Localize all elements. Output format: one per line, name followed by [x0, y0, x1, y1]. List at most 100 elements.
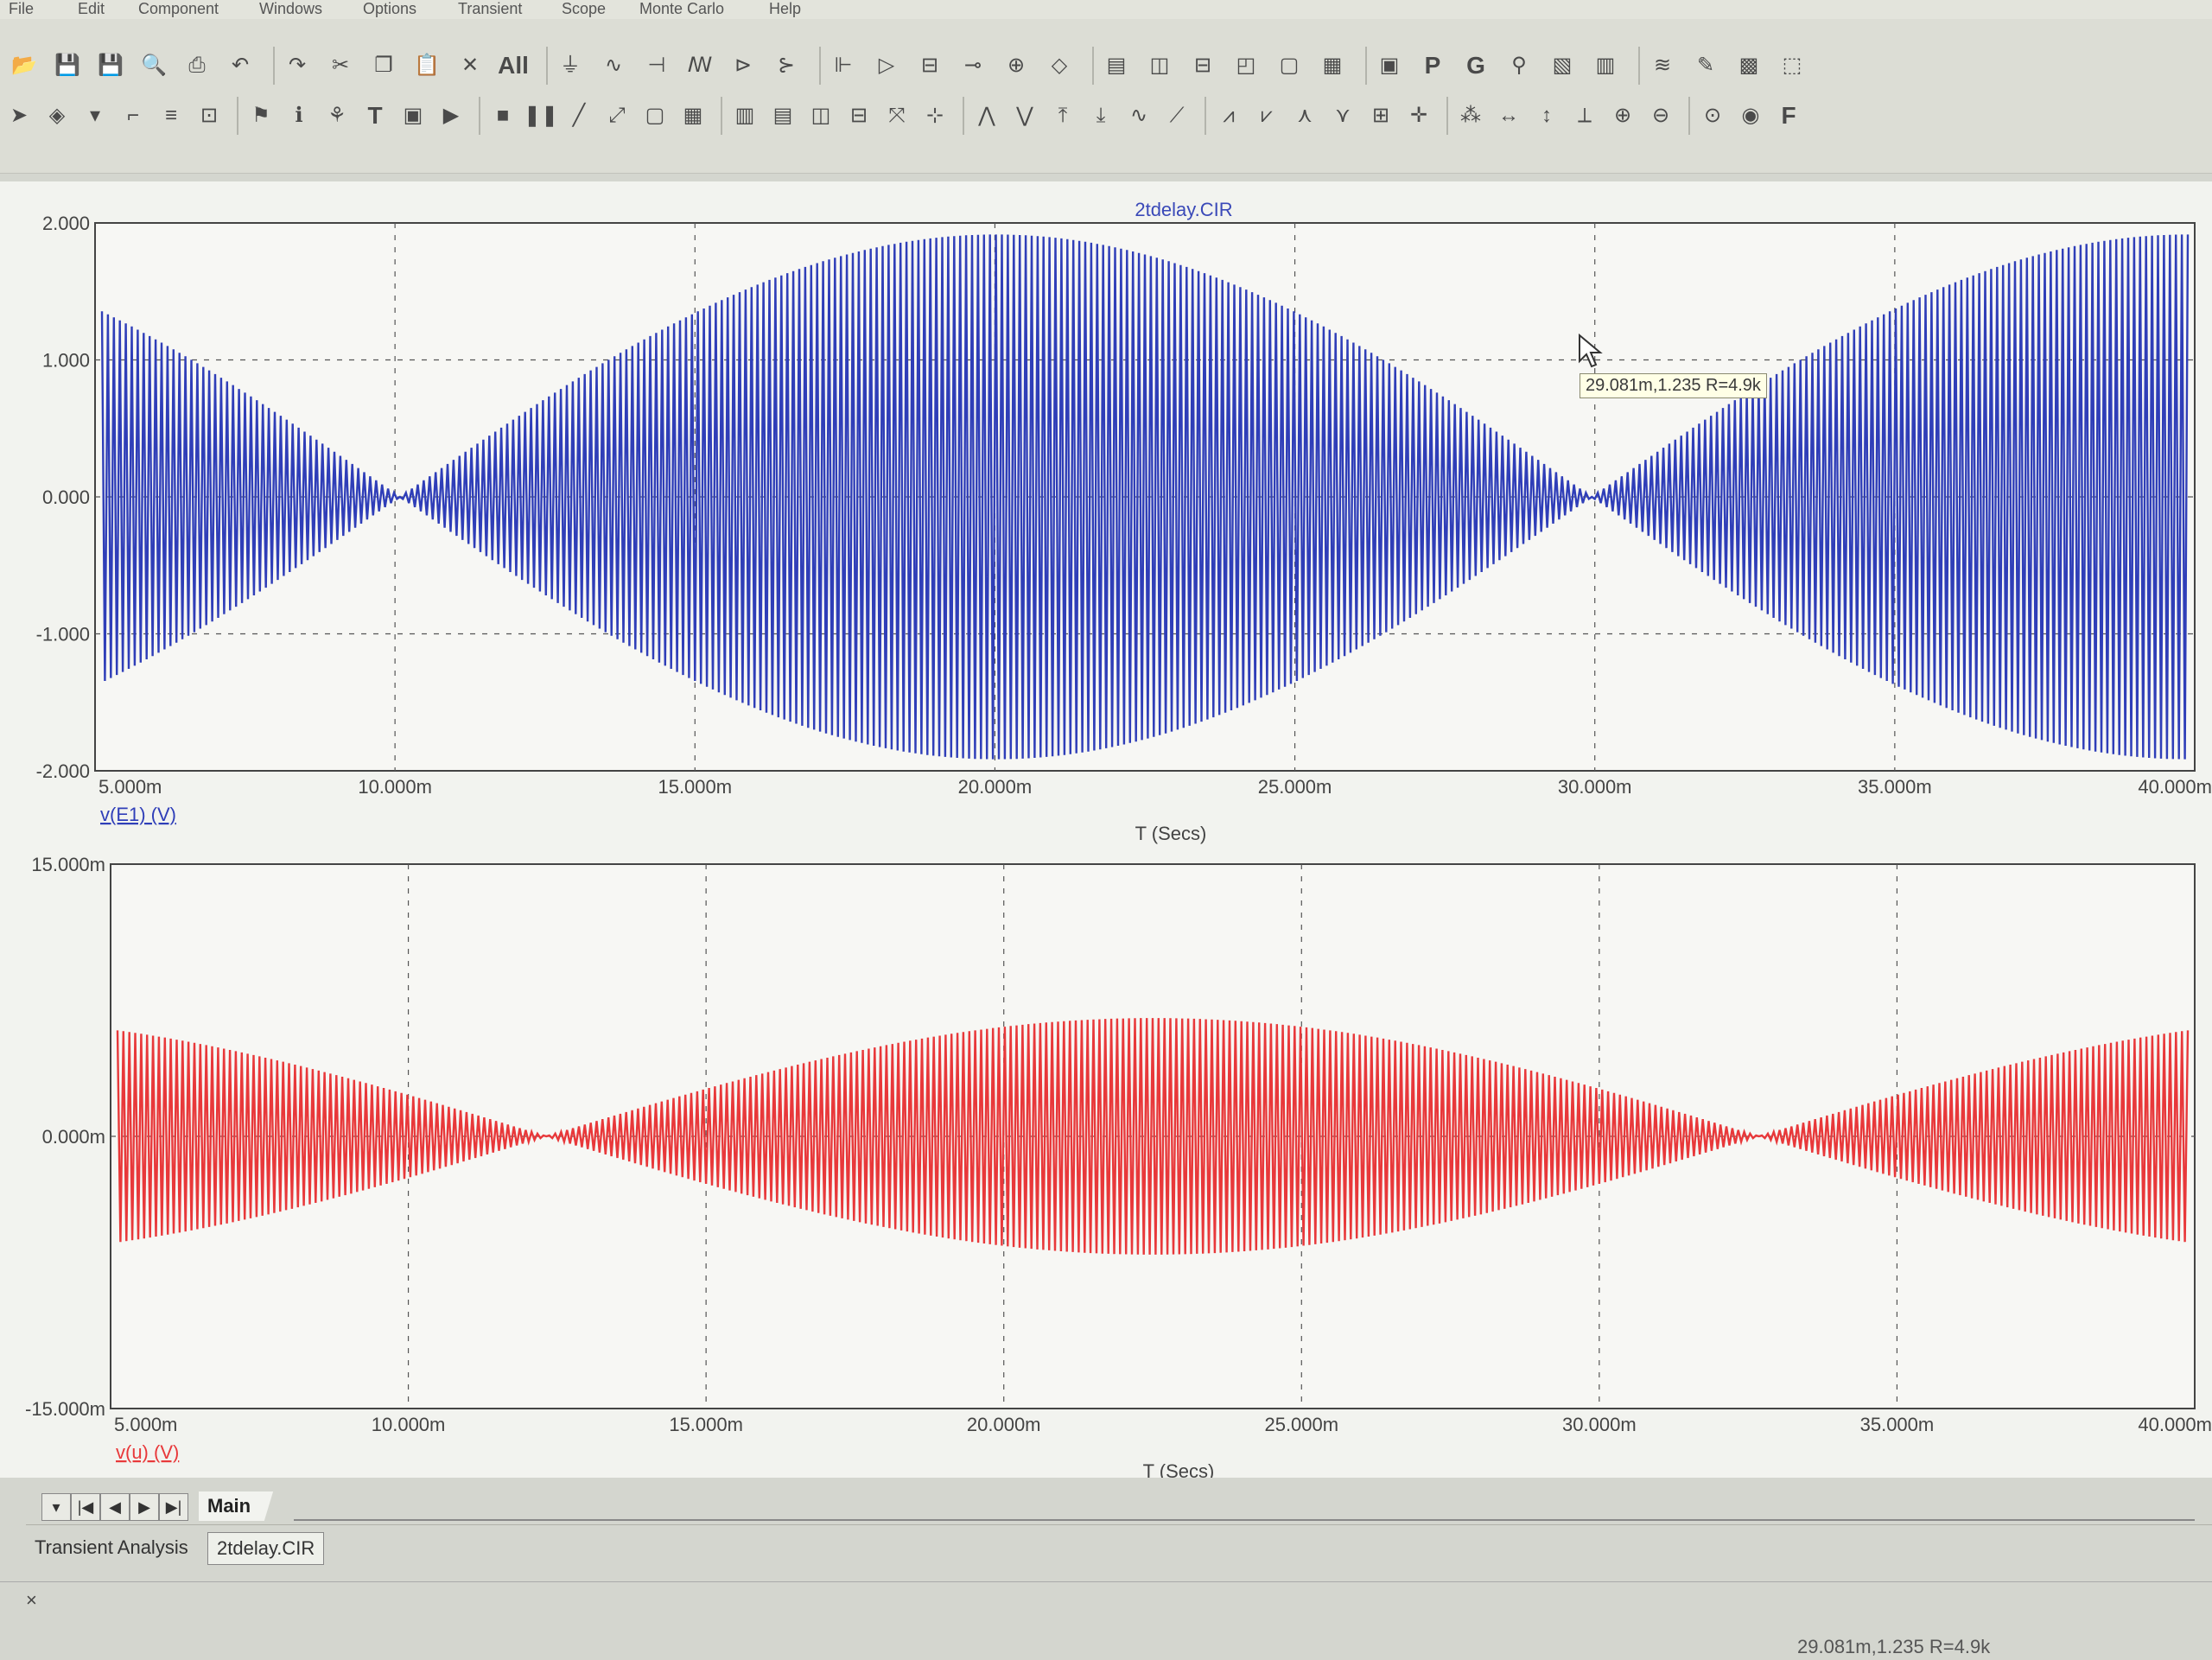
- properties-icon[interactable]: ▣: [1379, 54, 1400, 77]
- global-high-icon[interactable]: ⋏: [1297, 104, 1313, 127]
- menu-monte-carlo[interactable]: Monte Carlo: [639, 0, 725, 17]
- line-icon[interactable]: ╱: [572, 104, 586, 127]
- waveform-icon[interactable]: ≋: [1653, 54, 1672, 77]
- transistor-icon[interactable]: ⊱: [777, 54, 796, 77]
- grid-fine-icon[interactable]: ▥: [734, 104, 755, 127]
- zoom-in-icon[interactable]: ⊕: [1613, 104, 1632, 127]
- tab-2tdelay-cir[interactable]: 2tdelay.CIR: [207, 1532, 325, 1565]
- close-icon[interactable]: ×: [26, 1589, 37, 1611]
- menu-transient[interactable]: Transient: [458, 0, 523, 17]
- bus-icon[interactable]: ≡: [164, 104, 177, 127]
- plot-canvas[interactable]: 2.000 1.000 0.000 -1.000 -2.000 5.000m 10.000m…: [0, 181, 2212, 1478]
- text-tool-icon[interactable]: T: [367, 102, 383, 129]
- arrow-select-icon[interactable]: ➤: [10, 104, 29, 127]
- paste-icon[interactable]: 📋: [414, 54, 440, 77]
- dependent-source-icon[interactable]: ◇: [1051, 54, 1068, 77]
- print-preview-icon[interactable]: 🔍: [141, 54, 167, 77]
- plot-icon[interactable]: ▩: [1738, 54, 1759, 77]
- run-icon[interactable]: ▶: [442, 104, 460, 127]
- menu-options[interactable]: Options: [363, 0, 417, 17]
- tile-icon[interactable]: ◫: [810, 104, 831, 127]
- copy-icon[interactable]: ❐: [374, 54, 393, 77]
- nav-prev-icon[interactable]: ◀: [100, 1493, 130, 1521]
- pencil-icon[interactable]: ✎: [1696, 54, 1715, 77]
- menu-help[interactable]: Help: [769, 0, 802, 17]
- text-icon[interactable]: ⊡: [200, 104, 219, 127]
- inflection-icon[interactable]: ∿: [1129, 104, 1148, 127]
- menu-edit[interactable]: Edit: [78, 0, 105, 17]
- grid-dense-icon[interactable]: ▤: [772, 104, 793, 127]
- switch-icon[interactable]: ⊸: [963, 54, 982, 77]
- opamp-icon[interactable]: ▷: [878, 54, 895, 77]
- capacitor-icon[interactable]: ⊣: [647, 54, 666, 77]
- g-text-icon[interactable]: G: [1466, 52, 1485, 79]
- open-icon[interactable]: 📂: [11, 54, 37, 77]
- redo-icon[interactable]: ↷: [288, 54, 307, 77]
- pin-icon[interactable]: ⚘: [327, 104, 346, 127]
- zoom-box-icon[interactable]: ⊞: [1371, 104, 1390, 127]
- ground-icon[interactable]: ⏚: [560, 54, 581, 77]
- zoom-out-icon[interactable]: ⊖: [1651, 104, 1670, 127]
- performance-tag-icon[interactable]: ⟂: [1577, 104, 1592, 127]
- menu-component[interactable]: Component: [138, 0, 219, 17]
- split-icon[interactable]: ⊟: [849, 104, 868, 127]
- diagonal-line-icon[interactable]: ⤢: [608, 104, 626, 127]
- print-icon[interactable]: ⎙: [188, 54, 206, 77]
- tile-horizontal-icon[interactable]: ⊟: [1193, 54, 1212, 77]
- dropdown-icon[interactable]: ▾: [89, 104, 101, 127]
- bottom-trace-label[interactable]: v(u) (V): [116, 1441, 179, 1463]
- stop-icon[interactable]: ■: [496, 104, 510, 127]
- probe-icon[interactable]: ⚲: [1511, 54, 1527, 77]
- battery-icon[interactable]: ⊟: [920, 54, 939, 77]
- cut-icon[interactable]: ✂: [331, 54, 350, 77]
- global-low-icon[interactable]: ⋎: [1335, 104, 1351, 127]
- diode-icon[interactable]: ⊳: [734, 54, 753, 77]
- menu-file[interactable]: File: [9, 0, 35, 17]
- peak-icon[interactable]: ⋀: [978, 104, 995, 127]
- fall-icon[interactable]: ⩗: [1261, 104, 1273, 127]
- shape-icon[interactable]: ⬚: [1782, 54, 1802, 77]
- horizontal-tag-icon[interactable]: ↔: [1498, 104, 1519, 127]
- menu-windows[interactable]: Windows: [259, 0, 323, 17]
- p-text-icon[interactable]: P: [1424, 52, 1441, 79]
- zoom-fit-icon[interactable]: ⊙: [1703, 104, 1722, 127]
- nav-dropdown-icon[interactable]: ▾: [41, 1493, 71, 1521]
- save-icon[interactable]: 💾: [54, 54, 80, 77]
- valley-icon[interactable]: ⋁: [1016, 104, 1033, 127]
- vertical-tag-icon[interactable]: ↕: [1541, 104, 1552, 127]
- calculator-icon[interactable]: ▦: [1322, 54, 1343, 77]
- high-icon[interactable]: ⤒: [1058, 104, 1068, 127]
- cascade-icon[interactable]: ▤: [1106, 54, 1127, 77]
- nav-first-icon[interactable]: |◀: [71, 1493, 100, 1521]
- properties-icon[interactable]: ▣: [403, 104, 423, 127]
- box-icon[interactable]: ▢: [645, 104, 665, 127]
- flag-icon[interactable]: ⚑: [251, 104, 270, 127]
- low-icon[interactable]: ⤓: [1096, 104, 1106, 127]
- maximize-icon[interactable]: ▢: [1279, 54, 1300, 77]
- nav-last-icon[interactable]: ▶|: [159, 1493, 188, 1521]
- f-text-icon[interactable]: F: [1781, 102, 1796, 129]
- resistor-icon[interactable]: ∿: [604, 54, 623, 77]
- wire-icon[interactable]: ⌐: [126, 104, 139, 127]
- nmos-icon[interactable]: ⊩: [834, 54, 853, 77]
- rise-icon[interactable]: ⩘: [1223, 104, 1235, 127]
- animate-icon[interactable]: ◉: [1741, 104, 1760, 127]
- plot-scale-icon[interactable]: ⤧: [888, 104, 906, 127]
- source-icon[interactable]: ⊕: [1007, 54, 1026, 77]
- tile-vertical-icon[interactable]: ◫: [1149, 54, 1170, 77]
- cursor-icon[interactable]: ⊹: [925, 104, 944, 127]
- inductor-icon[interactable]: ꟿ: [687, 54, 713, 77]
- grid-icon[interactable]: ▦: [683, 104, 703, 127]
- save-as-icon[interactable]: 💾: [98, 54, 124, 77]
- shape-tool-icon[interactable]: ◈: [48, 104, 66, 127]
- component-editor-icon[interactable]: ▧: [1552, 54, 1573, 77]
- nav-next-icon[interactable]: ▶: [130, 1493, 159, 1521]
- tokens-icon[interactable]: ✛: [1409, 104, 1428, 127]
- top-trace-label[interactable]: v(E1) (V): [100, 804, 176, 825]
- tab-transient-analysis[interactable]: Transient Analysis: [35, 1536, 188, 1558]
- plot-area[interactable]: 2.000 1.000 0.000 -1.000 -2.000 5.000m 10.000m…: [0, 181, 2212, 1478]
- tab-main[interactable]: Main: [199, 1491, 274, 1521]
- data-points-icon[interactable]: ⁂: [1460, 104, 1481, 127]
- info-icon[interactable]: ℹ: [295, 104, 303, 127]
- slope-icon[interactable]: ⟋: [1169, 104, 1185, 127]
